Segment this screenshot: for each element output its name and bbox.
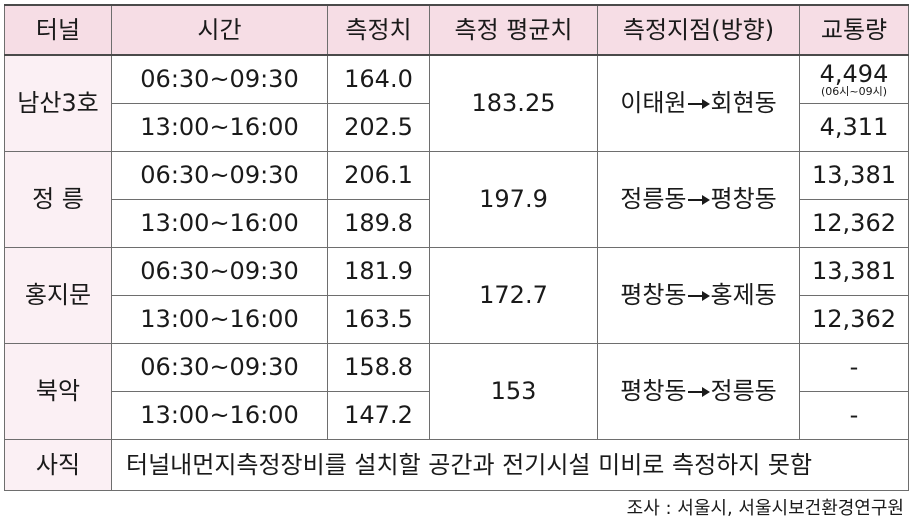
value-cell: 189.8 — [327, 199, 430, 248]
average-cell: 153 — [429, 343, 598, 440]
tunnel-name: 사직 — [4, 439, 112, 491]
table-row: 정 릉 06:30~09:30 206.1 197.9 정릉동 평창동 13,38… — [4, 151, 909, 248]
arrow-right-icon — [687, 291, 710, 302]
traffic-cell: 12,362 — [799, 295, 909, 344]
location-from: 정릉동 — [620, 185, 687, 214]
traffic-cell: 13,381 — [799, 247, 909, 296]
header-measurement: 측정치 — [327, 4, 430, 56]
tunnel-dust-table: 터널 시간 측정치 측정 평균치 측정지점(방향) 교통량 남산3호 06:30… — [4, 4, 909, 491]
header-row: 터널 시간 측정치 측정 평균치 측정지점(방향) 교통량 — [4, 4, 909, 56]
location-to: 홍제동 — [710, 281, 777, 310]
value-cell: 163.5 — [327, 295, 430, 344]
time-cell: 06:30~09:30 — [111, 247, 328, 296]
time-cell: 13:00~16:00 — [111, 295, 328, 344]
note-cell: 터널내먼지측정장비를 설치할 공간과 전기시설 미비로 측정하지 못함 — [111, 439, 909, 491]
tunnel-name: 북악 — [4, 343, 112, 440]
source-caption: 조사 : 서울시, 서울시보건환경연구원 — [626, 498, 904, 519]
time-cell: 06:30~09:30 — [111, 343, 328, 392]
location-cell: 평창동 정릉동 — [597, 343, 800, 440]
header-traffic: 교통량 — [799, 4, 909, 56]
header-average: 측정 평균치 — [429, 4, 598, 56]
time-cell: 13:00~16:00 — [111, 391, 328, 440]
arrow-right-icon — [687, 99, 710, 110]
location-to: 회현동 — [710, 89, 777, 118]
table-row: 사직 터널내먼지측정장비를 설치할 공간과 전기시설 미비로 측정하지 못함 — [4, 439, 909, 491]
average-cell: 197.9 — [429, 151, 598, 248]
time-cell: 13:00~16:00 — [111, 103, 328, 152]
location-cell: 정릉동 평창동 — [597, 151, 800, 248]
table-row: 13:00~16:00 147.2 - — [5, 391, 909, 440]
average-cell: 172.7 — [429, 247, 598, 344]
table-row: 남산3호 06:30~09:30 164.0 183.25 이태원 회현동 4,4… — [4, 54, 909, 152]
table-row: 13:00~16:00 202.5 4,311 — [5, 103, 909, 152]
table-row: 홍지문 06:30~09:30 181.9 172.7 평창동 홍제동 13,38… — [4, 247, 909, 344]
average-cell: 183.25 — [429, 54, 598, 152]
value-cell: 181.9 — [327, 247, 430, 296]
header-location: 측정지점(방향) — [597, 4, 800, 56]
traffic-cell: 12,362 — [799, 199, 909, 248]
tunnel-name: 남산3호 — [4, 54, 112, 152]
traffic-value: 4,494 — [819, 59, 889, 88]
value-cell: 206.1 — [327, 151, 430, 200]
value-cell: 158.8 — [327, 343, 430, 392]
traffic-cell: 13,381 — [799, 151, 909, 200]
traffic-cell: 4,494 (06시~09시) — [799, 54, 909, 104]
time-cell: 06:30~09:30 — [111, 151, 328, 200]
traffic-cell: - — [799, 391, 909, 440]
header-time: 시간 — [111, 4, 328, 56]
time-cell: 13:00~16:00 — [111, 199, 328, 248]
location-to: 평창동 — [710, 185, 777, 214]
table-row: 북악 06:30~09:30 158.8 153 평창동 정릉동 - — [4, 343, 909, 440]
arrow-right-icon — [687, 387, 710, 398]
location-from: 평창동 — [620, 377, 687, 406]
tunnel-name: 홍지문 — [4, 247, 112, 344]
location-cell: 이태원 회현동 — [597, 54, 800, 152]
traffic-cell: - — [799, 343, 909, 392]
location-to: 정릉동 — [710, 377, 777, 406]
time-cell: 06:30~09:30 — [111, 54, 328, 104]
value-cell: 164.0 — [327, 54, 430, 104]
location-from: 이태원 — [620, 89, 687, 118]
arrow-right-icon — [687, 195, 710, 206]
traffic-note: (06시~09시) — [820, 85, 888, 99]
location-cell: 평창동 홍제동 — [597, 247, 800, 344]
traffic-cell: 4,311 — [799, 103, 909, 152]
value-cell: 147.2 — [327, 391, 430, 440]
header-tunnel: 터널 — [4, 4, 112, 56]
location-from: 평창동 — [620, 281, 687, 310]
value-cell: 202.5 — [327, 103, 430, 152]
tunnel-name: 정 릉 — [4, 151, 112, 248]
